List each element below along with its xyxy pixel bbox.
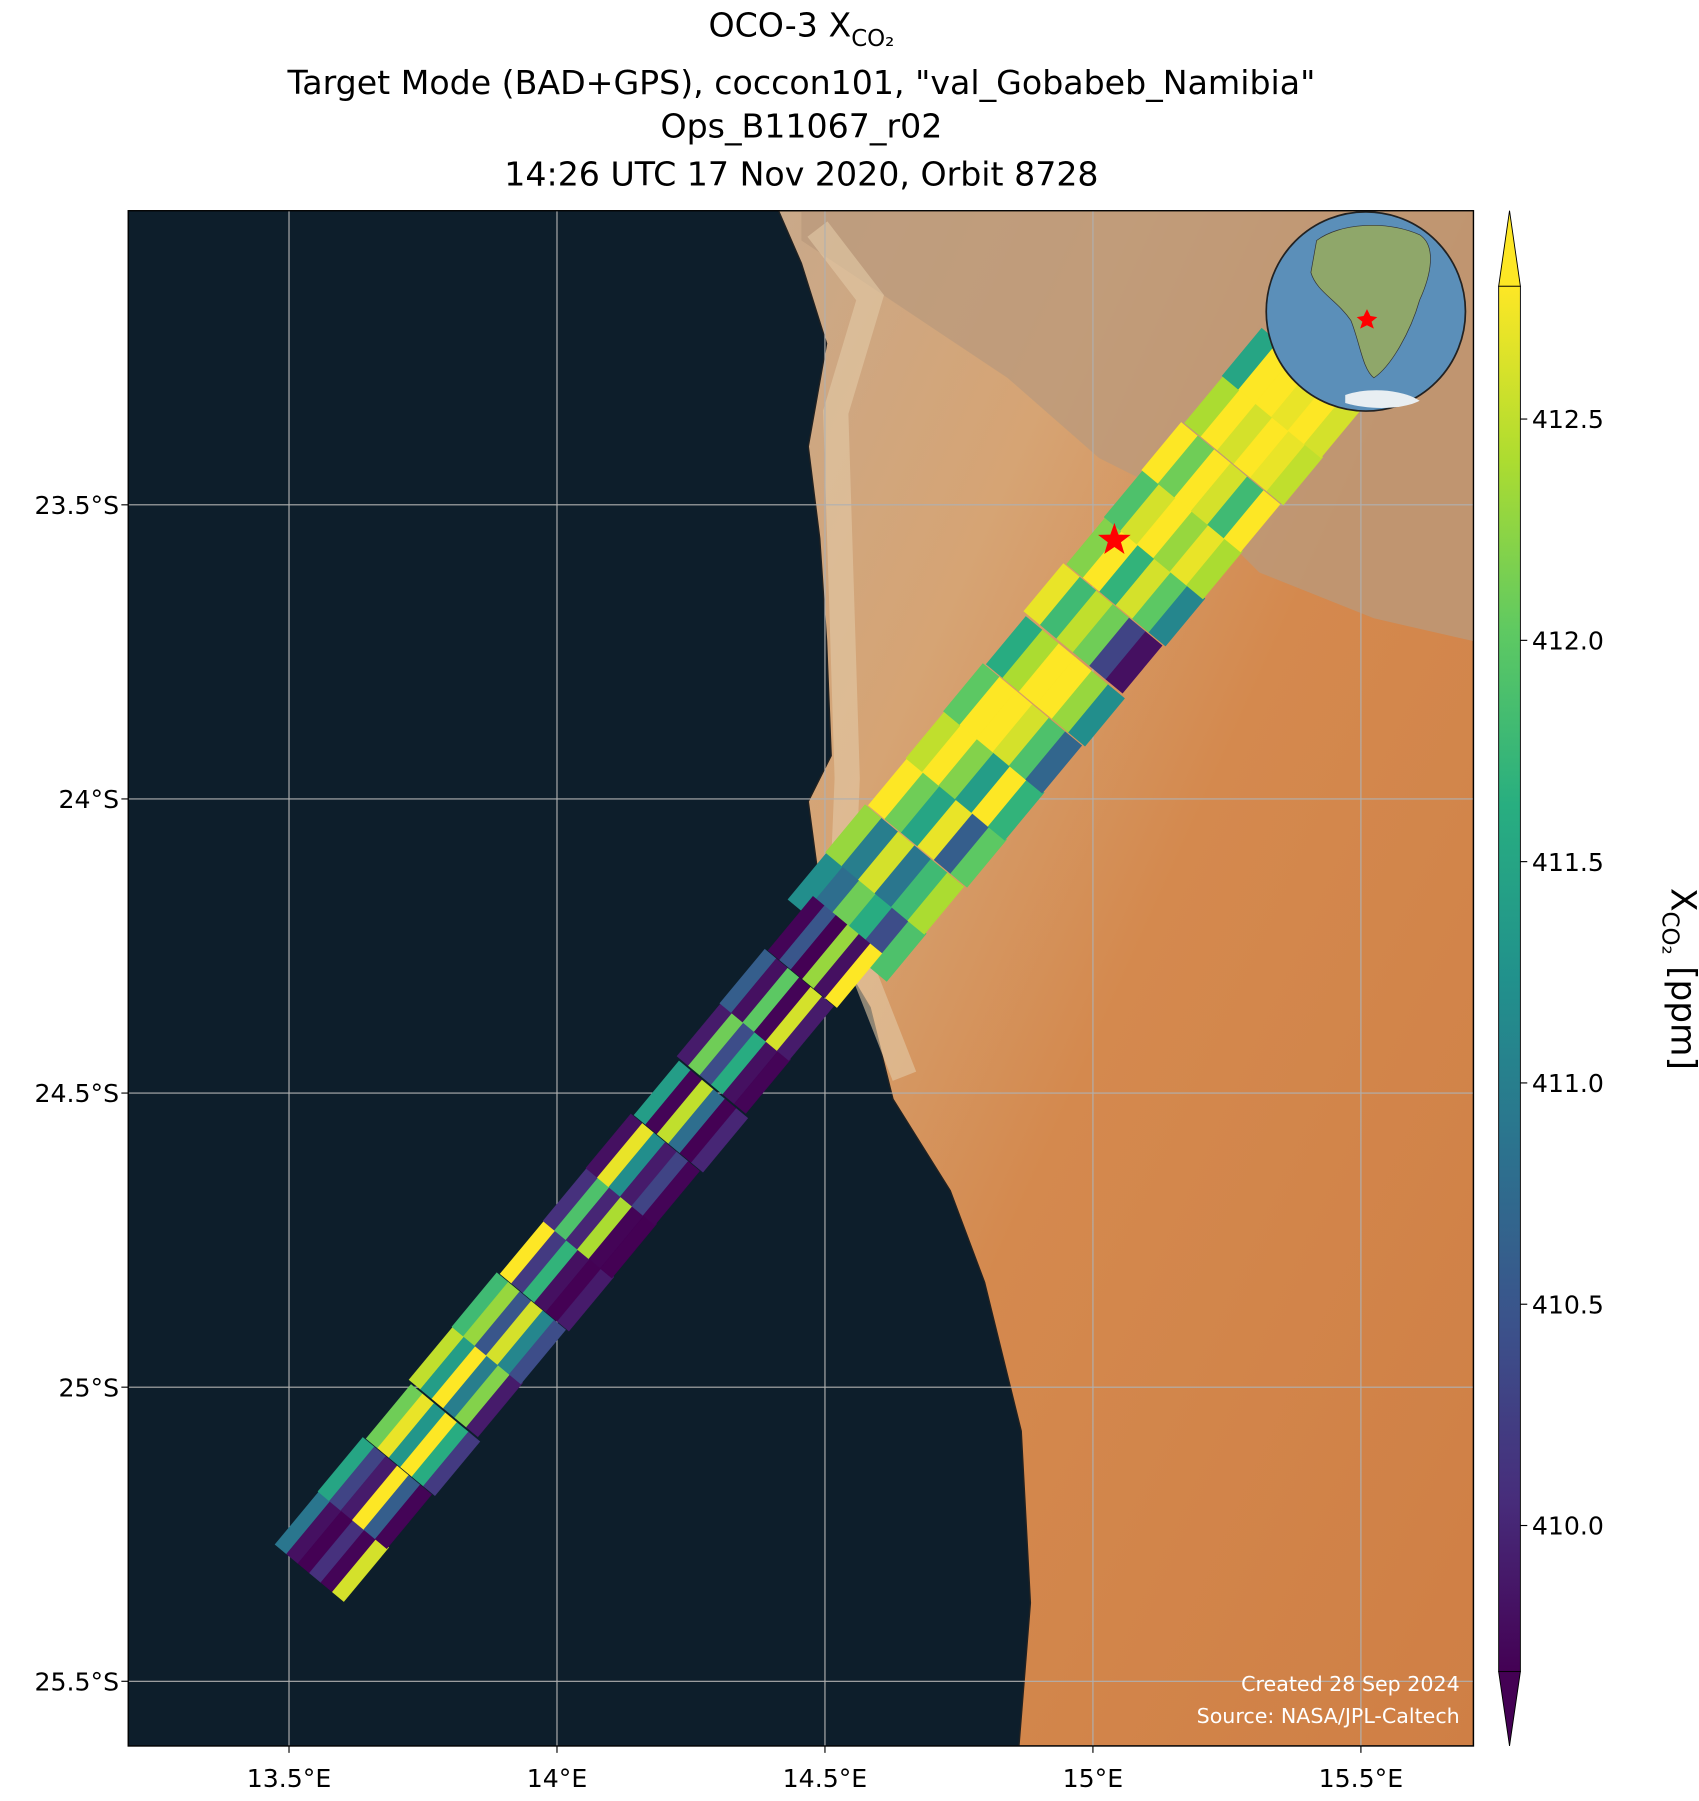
sounding-cell	[776, 996, 834, 1061]
colorbar-label-symbol: X	[1663, 888, 1699, 912]
globe-site	[1356, 309, 1378, 329]
sounding-cell	[423, 1431, 481, 1497]
sounding-cell	[1223, 490, 1281, 553]
colorbar-label-subscript: CO₂	[1656, 911, 1682, 954]
chart-title: OCO-3 XCO₂	[708, 6, 894, 52]
x-tick-label: 14°E	[527, 1764, 588, 1793]
sounding-cell	[825, 943, 883, 1008]
sounding-cell	[557, 1267, 615, 1332]
x-tick-label: 15°E	[1063, 1764, 1124, 1793]
sounding-cell	[950, 825, 1007, 888]
x-tick-label: 13.5°E	[247, 1764, 332, 1793]
sounding-cell	[331, 1537, 390, 1602]
chart-subtitle: 14:26 UTC 17 Nov 2020, Orbit 8728	[504, 155, 1098, 194]
x-tick-label: 15.5°E	[1319, 1764, 1404, 1793]
globe-ice	[1345, 390, 1420, 408]
colorbar-tick-label: 411.5	[1532, 848, 1604, 877]
colorbar-tick-label: 410.0	[1532, 1512, 1604, 1541]
sounding-cell	[1186, 537, 1243, 600]
y-tick-label: 25.5°S	[34, 1667, 119, 1696]
sounding-cell	[508, 1319, 566, 1385]
colorbar-extend-max	[1498, 210, 1521, 287]
sounding-cell	[642, 1161, 700, 1226]
credit: Created 28 Sep 2024	[1241, 1672, 1460, 1696]
sounding-cell	[1105, 631, 1163, 694]
sounding-cell	[374, 1484, 432, 1550]
chart-subtitle: Target Mode (BAD+GPS), coccon101, "val_G…	[286, 63, 1315, 102]
sounding-cell	[466, 1372, 524, 1438]
colorbar-body	[1498, 285, 1521, 1673]
x-tick-label: 14.5°E	[783, 1764, 868, 1793]
y-tick-label: 24°S	[58, 785, 119, 814]
colorbar-tick-label: 412.5	[1532, 405, 1604, 434]
site-marker	[1098, 522, 1131, 555]
y-tick-label: 23.5°S	[34, 491, 119, 520]
title-prefix: OCO-3 X	[708, 6, 851, 45]
sounding-cell	[1025, 731, 1083, 794]
site-layer	[1098, 522, 1131, 555]
inset-globe	[1265, 210, 1467, 412]
globe-land	[1310, 225, 1431, 379]
sounding-cell	[869, 919, 927, 982]
colorbar-tick-label: 411.0	[1532, 1069, 1604, 1098]
colorbar-extend-min	[1498, 1671, 1521, 1747]
colorbar: 410.0 410.5 411.0 411.5 412.0 412.5	[1498, 210, 1604, 1747]
swath-cells	[274, 327, 1361, 1602]
colorbar-label-units: [ppm]	[1663, 966, 1699, 1070]
sounding-cell	[1068, 684, 1125, 747]
sounding-cell	[733, 1049, 792, 1114]
sounding-cell	[599, 1214, 657, 1279]
colorbar-label: XCO₂ [ppm]	[1656, 888, 1699, 1070]
colorbar-tick-label: 410.5	[1532, 1290, 1604, 1319]
y-tick-label: 25°S	[58, 1373, 119, 1402]
colorbar-tick-label: 412.0	[1532, 627, 1604, 656]
sounding-cell	[1148, 584, 1206, 647]
grid	[121, 210, 1474, 1753]
sounding-cell	[1266, 443, 1324, 506]
sounding-cell	[691, 1108, 749, 1173]
title-subscript: CO₂	[851, 26, 894, 52]
y-tick-label: 24.5°S	[34, 1079, 119, 1108]
credit: Source: NASA/JPL-Caltech	[1197, 1704, 1460, 1728]
sounding-cell	[987, 778, 1045, 841]
sounding-cell	[907, 872, 965, 935]
chart-subtitle: Ops_B11067_r02	[660, 106, 942, 145]
plot-frame	[127, 210, 1475, 1747]
